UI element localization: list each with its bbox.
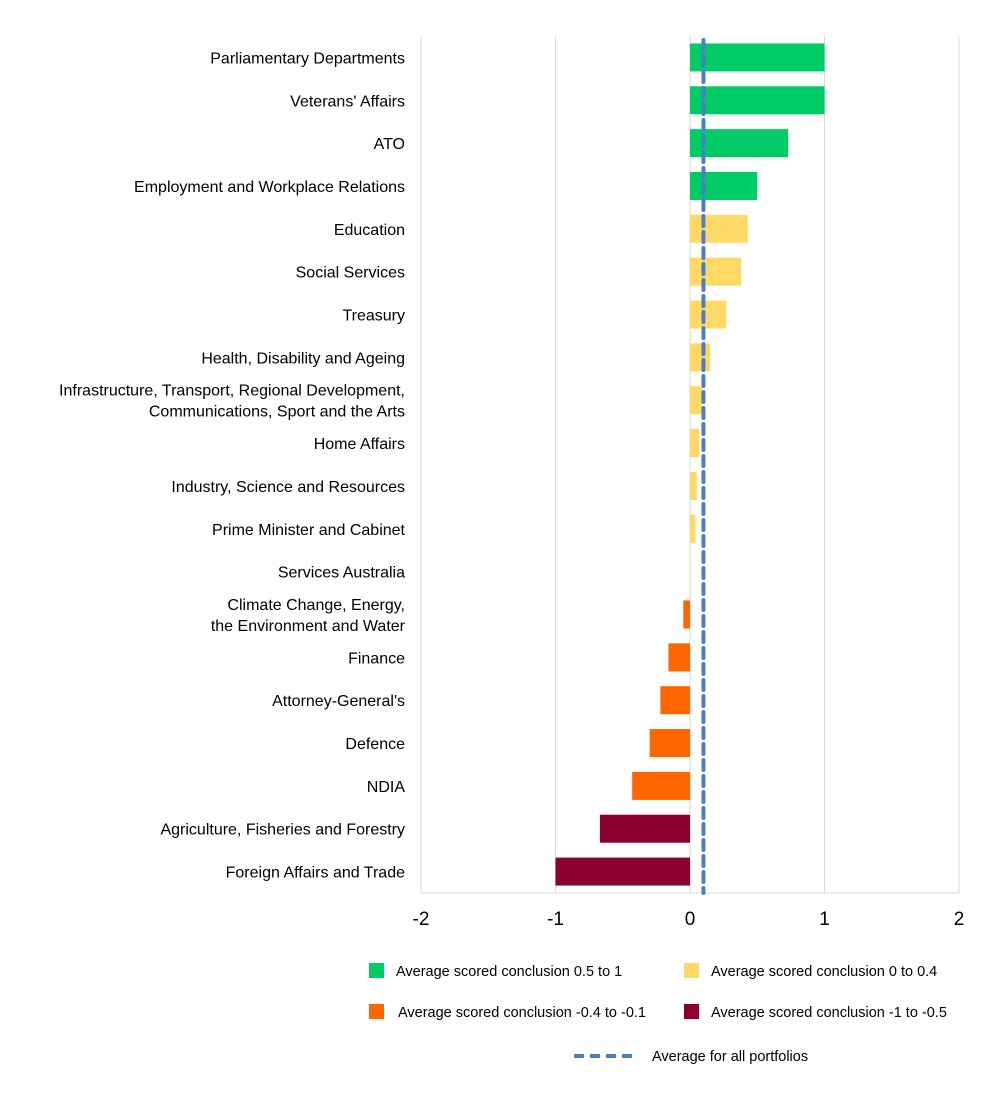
legend-swatch xyxy=(369,963,384,978)
bar xyxy=(683,600,690,629)
x-tick-label: -2 xyxy=(413,909,430,930)
category-label: the Environment and Water xyxy=(211,618,406,635)
legend-swatch xyxy=(369,1004,384,1019)
bar xyxy=(690,43,825,72)
bar xyxy=(690,171,758,200)
category-label: Services Australia xyxy=(278,565,405,582)
bar xyxy=(660,686,690,715)
bar xyxy=(690,257,742,286)
category-label: Attorney-General's xyxy=(272,693,405,710)
legend-label: Average scored conclusion -0.4 to -0.1 xyxy=(398,1005,646,1021)
category-label: Health, Disability and Ageing xyxy=(201,350,405,367)
bar xyxy=(690,86,825,115)
category-label: Home Affairs xyxy=(314,436,405,453)
legend-swatch xyxy=(684,1004,699,1019)
category-label: Prime Minister and Cabinet xyxy=(212,522,406,539)
bar xyxy=(690,429,700,458)
x-tick-label: 1 xyxy=(819,909,830,930)
category-label: Climate Change, Energy, xyxy=(227,597,405,614)
legend-label: Average scored conclusion -1 to -0.5 xyxy=(711,1005,947,1021)
bar xyxy=(668,643,690,672)
category-label: Foreign Affairs and Trade xyxy=(226,865,405,882)
category-label: Social Services xyxy=(296,265,405,282)
category-label: Parliamentary Departments xyxy=(210,50,405,67)
bar xyxy=(690,514,696,543)
category-label: Industry, Science and Resources xyxy=(171,479,405,496)
bar xyxy=(690,386,703,415)
bar xyxy=(690,300,727,329)
bar xyxy=(690,214,748,243)
bar xyxy=(555,857,690,886)
bar xyxy=(649,729,690,758)
category-label: NDIA xyxy=(367,779,406,796)
legend-swatch xyxy=(684,963,699,978)
category-label: Education xyxy=(334,222,405,239)
legend-average-label: Average for all portfolios xyxy=(652,1049,808,1065)
category-label: Communications, Sport and the Arts xyxy=(149,404,405,421)
bar xyxy=(690,343,711,372)
category-label: Treasury xyxy=(342,308,405,325)
x-tick-label: 2 xyxy=(954,909,965,930)
x-tick-label: 0 xyxy=(685,909,696,930)
category-label: Employment and Workplace Relations xyxy=(134,179,405,196)
bar xyxy=(632,771,690,800)
category-label: Infrastructure, Transport, Regional Deve… xyxy=(59,383,405,400)
bar xyxy=(690,471,697,500)
bar xyxy=(690,129,789,158)
category-label: Finance xyxy=(348,650,405,667)
bar xyxy=(599,814,690,843)
category-label: Agriculture, Fisheries and Forestry xyxy=(160,822,405,839)
x-tick-label: -1 xyxy=(547,909,564,930)
legend-label: Average scored conclusion 0.5 to 1 xyxy=(396,964,622,980)
category-label: ATO xyxy=(374,136,405,153)
legend-label: Average scored conclusion 0 to 0.4 xyxy=(711,964,937,980)
category-label: Defence xyxy=(345,736,405,753)
category-label: Veterans' Affairs xyxy=(290,93,405,110)
